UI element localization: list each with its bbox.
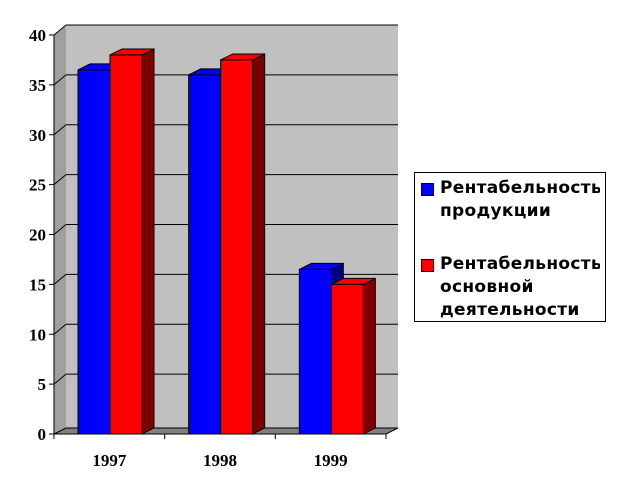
- y-tick-label-35: 35: [29, 76, 46, 95]
- x-axis-labels: 1997 1998 1999: [53, 434, 387, 470]
- gridline-side-25: [53, 174, 67, 186]
- y-axis-ticks: 0 5 10 15 20 25 30 35 40: [29, 26, 54, 444]
- legend-label-series-1: Рентабельность продукции: [440, 178, 600, 221]
- bar-1998-series-2: [220, 53, 266, 435]
- x-tick-label-1997: 1997: [92, 451, 127, 470]
- legend-swatch-series-1: [421, 183, 434, 196]
- legend-item-series-1: Рентабельность продукции: [421, 177, 600, 223]
- legend-item-series-2: Рентабельность основной деятельности: [421, 253, 600, 322]
- bar-1999-series-2: [330, 277, 376, 435]
- x-tick-label-1999: 1999: [314, 451, 348, 470]
- gridline-side-5: [53, 373, 67, 385]
- y-tick-label-10: 10: [29, 325, 46, 344]
- y-tick-label-25: 25: [29, 176, 46, 195]
- gridline-side-20: [53, 224, 67, 235]
- y-tick-label-5: 5: [38, 375, 47, 394]
- y-tick-label-40: 40: [29, 26, 46, 45]
- y-tick-label-20: 20: [29, 226, 46, 245]
- legend-swatch-series-2: [421, 259, 434, 272]
- gridline-side-10: [53, 323, 67, 335]
- legend-label-series-2: Рентабельность основной деятельности: [440, 254, 600, 320]
- bar-1997-series-2: [109, 48, 155, 435]
- y-tick-label-0: 0: [38, 425, 47, 444]
- y-tick-label-15: 15: [29, 275, 46, 294]
- x-tick-label-1998: 1998: [203, 451, 237, 470]
- bars: [77, 48, 376, 435]
- y-tick-label-30: 30: [29, 126, 46, 145]
- gridline-side-35: [53, 74, 67, 86]
- legend: Рентабельность продукции Рентабельность …: [414, 172, 606, 322]
- gridline-side-15: [53, 273, 67, 285]
- gridline-side-40: [53, 24, 67, 36]
- gridline-side-30: [53, 124, 67, 136]
